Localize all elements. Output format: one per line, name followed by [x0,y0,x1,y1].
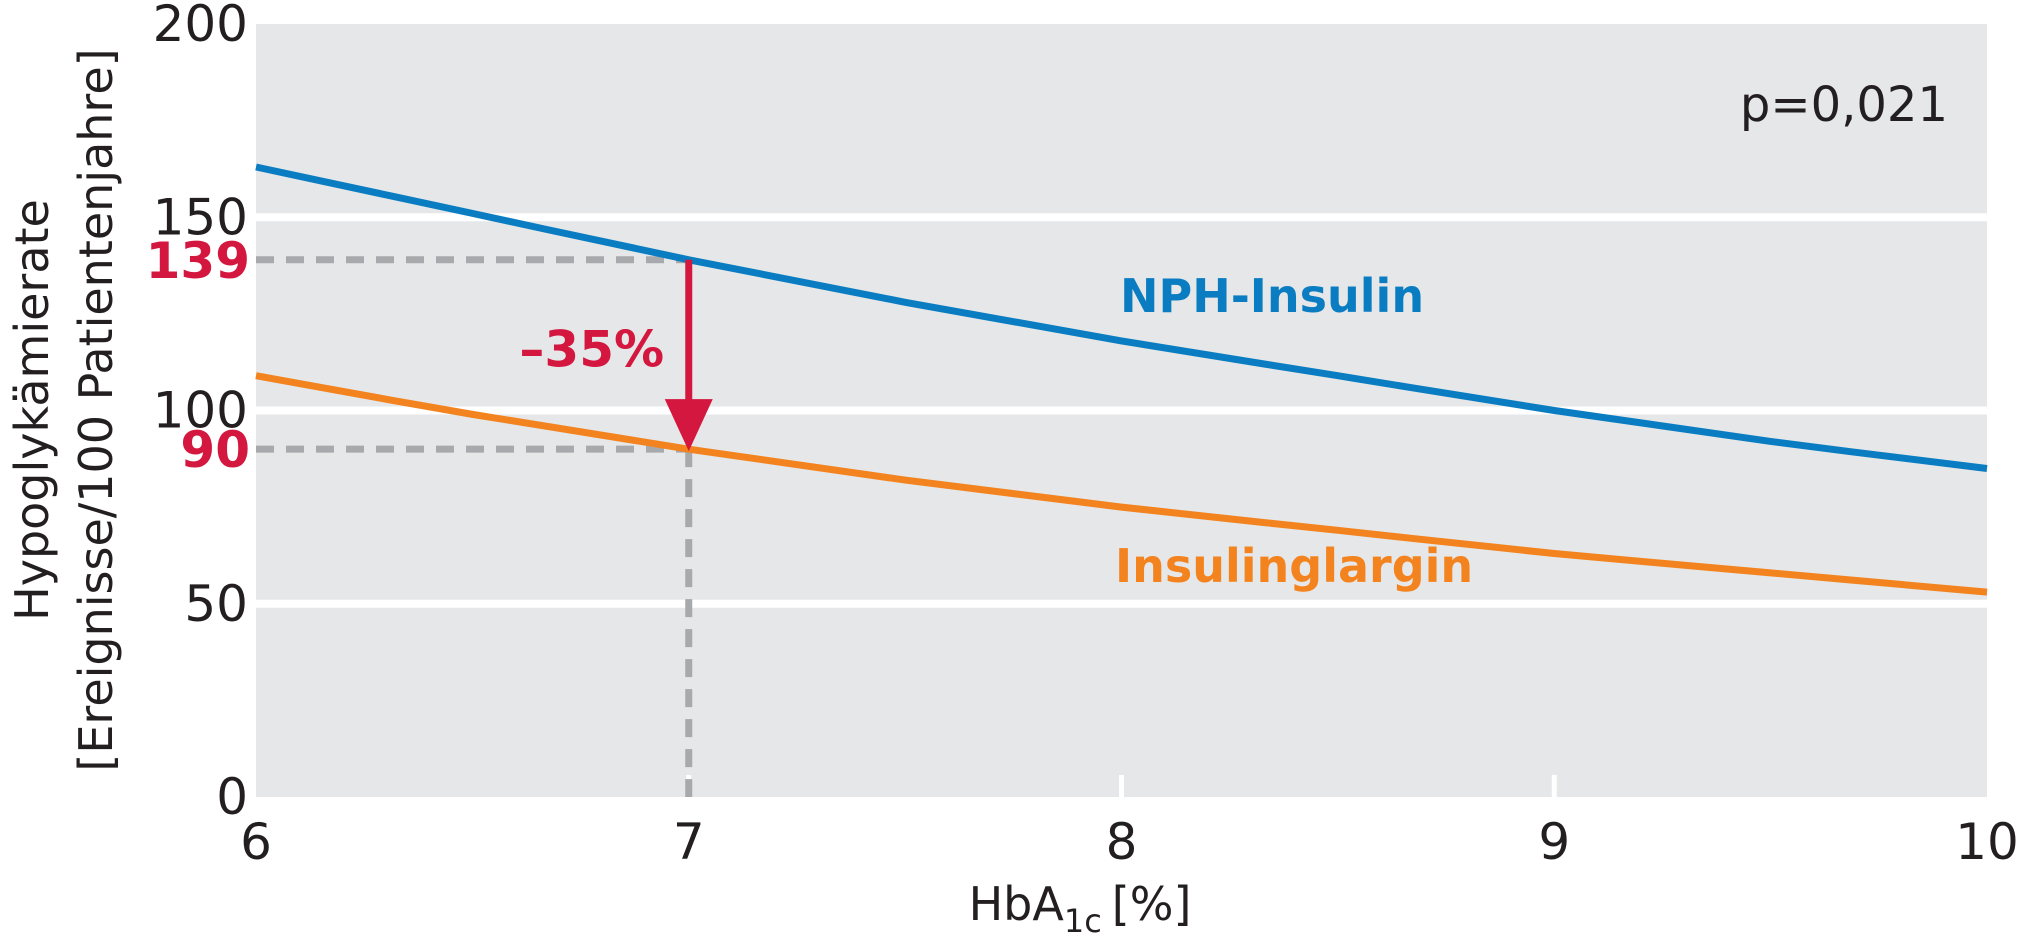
x-axis-title-main: HbA [969,877,1065,931]
series-line-insulinglargin [255,372,1988,596]
y-tick-label-100: 100 [153,382,248,440]
x-tick-label-10: 10 [1955,813,2017,871]
x-tick-label-9: 9 [1538,813,1570,871]
gridlines [256,213,1987,797]
x-tick-label-7: 7 [673,813,705,871]
x-tick-label-6: 6 [240,813,272,871]
x-axis-title-unit: [%] [1112,877,1192,931]
highlight-value-bottom: 90 [180,421,250,479]
series-line-nph-insulin [255,163,1988,472]
y-tick-label-200: 200 [153,0,248,53]
y-tick-label-150: 150 [153,188,248,246]
p-value-annotation: p=0,021 [1740,77,1948,133]
x-axis-title: HbA1c [%] [969,877,1192,933]
highlight-value-top: 139 [146,232,250,290]
x-axis-title-subscript: 1c [1064,902,1102,933]
y-tick-label-0: 0 [216,768,248,826]
reduction-arrow [664,259,713,452]
guide-lines [256,256,693,797]
change-percent-label: –35% [519,320,664,378]
tick-labels: 0 50 100 150 200 6 7 8 9 10 [153,0,2017,871]
y-axis-title-line2: [Ereignisse/100 Patientenjahre] [69,48,123,771]
y-tick-label-50: 50 [184,575,248,633]
series-label-nph-insulin: NPH-Insulin [1120,269,1424,323]
y-axis-title-line1: Hypoglykämierate [5,199,59,621]
series-label-insulinglargin: Insulinglargin [1115,539,1473,593]
arrow-head [664,399,713,452]
x-tick-label-8: 8 [1106,813,1138,871]
series-lines [255,163,1988,596]
